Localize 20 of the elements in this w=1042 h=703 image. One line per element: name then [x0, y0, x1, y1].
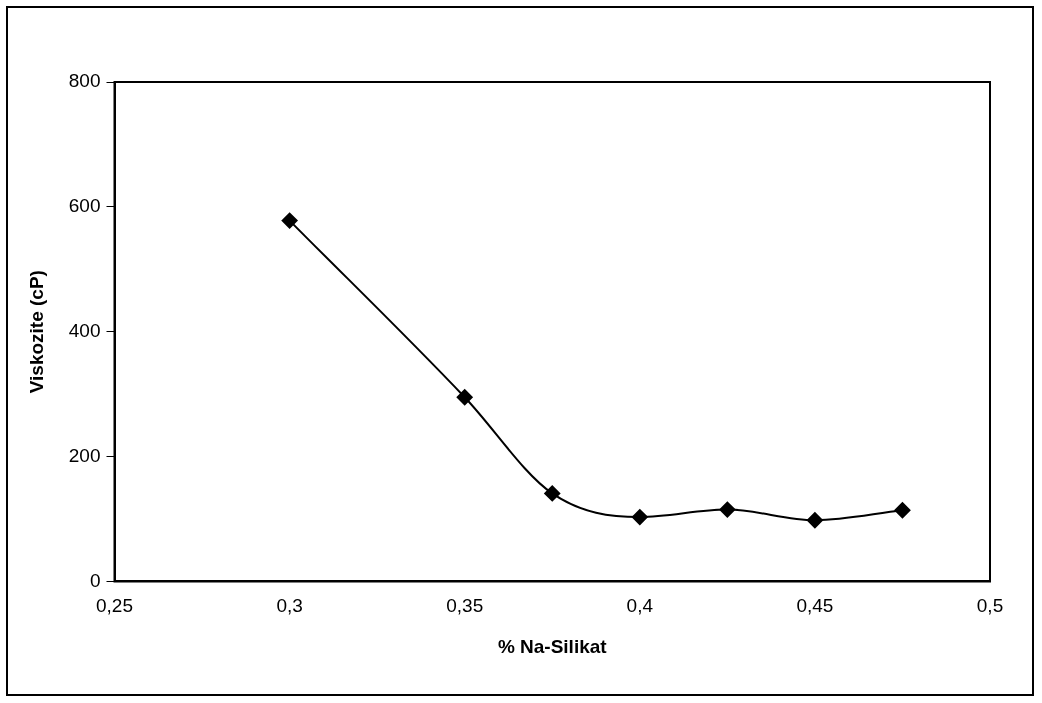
point — [281, 212, 298, 229]
point — [456, 389, 473, 406]
x-tick-label: 0,4 — [626, 595, 654, 617]
point — [631, 509, 648, 526]
point — [544, 485, 561, 502]
y-tick-label: 600 — [68, 195, 101, 217]
x-tick-label: 0,25 — [96, 595, 133, 617]
y-tick-label: 800 — [68, 70, 101, 92]
x-tick-label: 0,35 — [446, 595, 484, 617]
y-tick-label: 200 — [68, 444, 101, 466]
x-axis-title: % Na-Silikat — [497, 635, 608, 657]
point — [894, 502, 911, 519]
x-tick-label: 0,5 — [976, 595, 1004, 617]
point — [719, 501, 736, 518]
x-tick-label: 0,3 — [276, 595, 303, 617]
x-tick-label: 0,45 — [796, 595, 834, 617]
y-tick-label: 400 — [68, 319, 101, 341]
y-axis-title: Viskozite (cP) — [25, 270, 47, 394]
point — [806, 512, 823, 529]
y-tick-label: 0 — [89, 569, 101, 591]
